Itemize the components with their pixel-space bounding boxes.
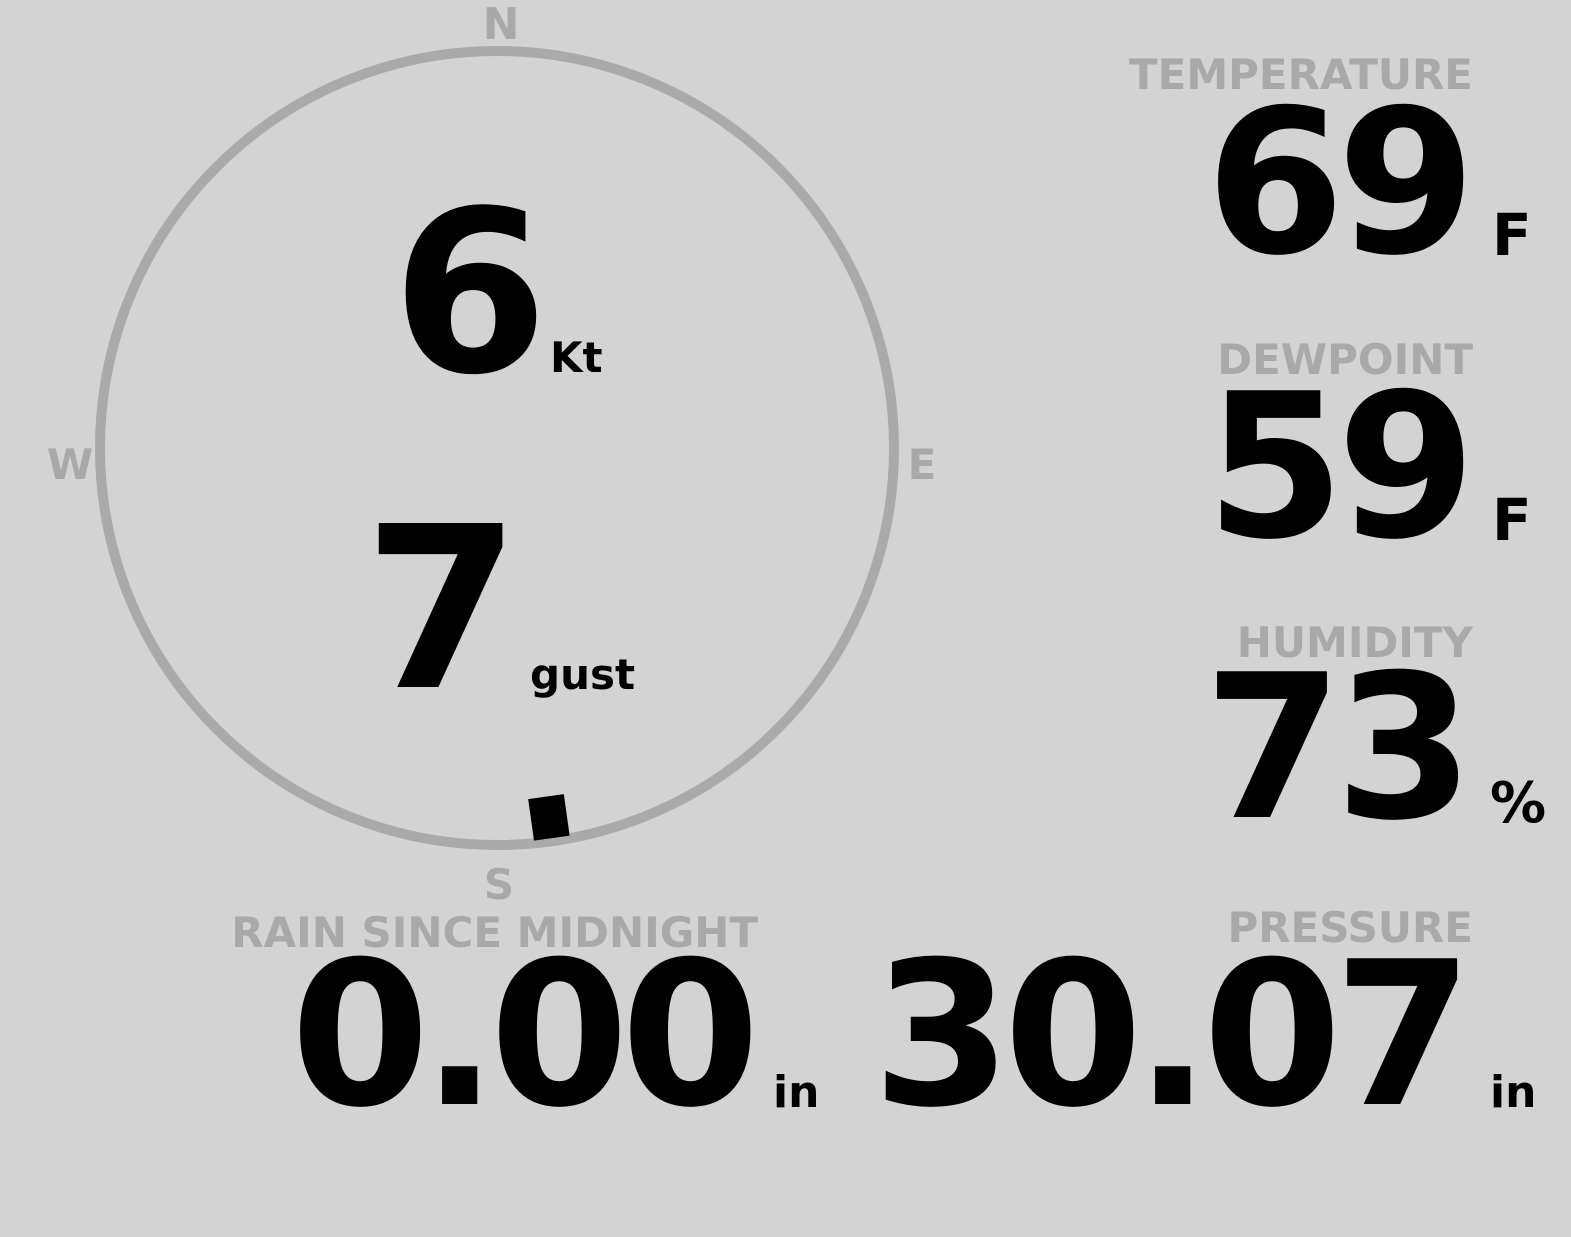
- dewpoint-value: 59: [1205, 351, 1476, 584]
- wind-speed-value: 6: [391, 163, 549, 425]
- temperature-label: TEMPERATURE: [1129, 50, 1473, 99]
- wind-speed-unit: Kt: [550, 333, 603, 382]
- pressure-value: 30.07: [872, 919, 1473, 1152]
- rain-label: RAIN SINCE MIDNIGHT: [231, 908, 758, 957]
- compass-east: E: [907, 440, 937, 489]
- rain-unit: in: [773, 1067, 820, 1118]
- compass-north: N: [482, 0, 520, 50]
- dewpoint-label: DEWPOINT: [1217, 335, 1473, 384]
- compass-ring: [95, 46, 899, 850]
- wind-gust-unit: gust: [530, 650, 636, 699]
- wind-gust-value: 7: [363, 479, 521, 741]
- wind-direction-marker: [528, 794, 570, 841]
- temperature-value: 69: [1205, 67, 1476, 300]
- compass-south: S: [483, 860, 515, 909]
- humidity-unit: %: [1490, 771, 1547, 836]
- dewpoint-unit: F: [1492, 486, 1532, 554]
- humidity-label: HUMIDITY: [1236, 618, 1473, 667]
- humidity-value: 73: [1203, 632, 1474, 865]
- temperature-unit: F: [1492, 201, 1532, 269]
- rain-value: 0.00: [290, 919, 760, 1152]
- pressure-label: PRESSURE: [1227, 903, 1473, 952]
- pressure-unit: in: [1490, 1067, 1537, 1118]
- compass-west: W: [46, 440, 94, 489]
